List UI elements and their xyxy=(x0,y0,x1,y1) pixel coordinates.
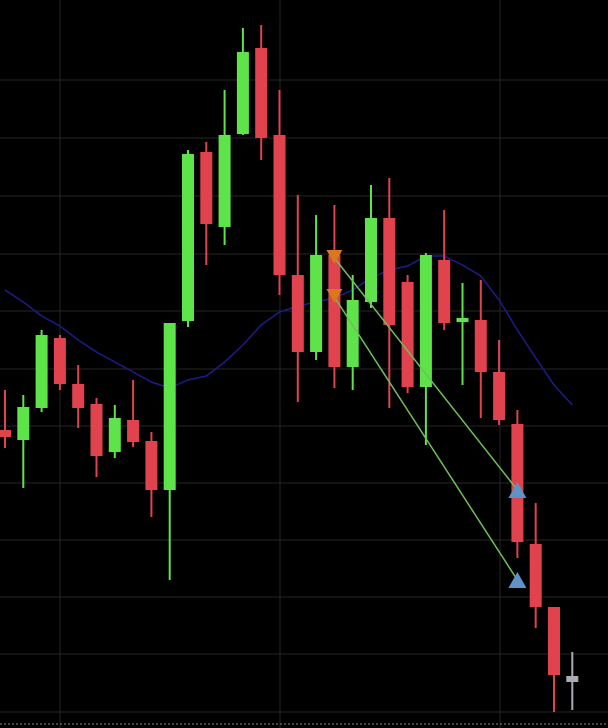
candle-body xyxy=(548,607,560,675)
candle-body xyxy=(493,372,506,420)
candle-body xyxy=(419,255,432,387)
candle-body xyxy=(200,152,213,224)
candle-body xyxy=(328,255,341,367)
candle-body xyxy=(438,260,451,323)
candle-body xyxy=(273,135,286,275)
candle-body xyxy=(145,441,158,490)
candle-body xyxy=(218,135,231,227)
candle-body xyxy=(310,255,323,352)
candle-body xyxy=(401,282,414,387)
candle-body xyxy=(236,52,249,134)
candle-body xyxy=(346,300,359,367)
candle-body xyxy=(17,407,30,440)
exit-marker xyxy=(508,482,527,498)
candle-body xyxy=(127,420,140,442)
entry-marker xyxy=(326,289,343,303)
moving-average xyxy=(4,255,573,406)
candle-body xyxy=(35,335,48,408)
exit-marker xyxy=(508,572,527,588)
candle-body xyxy=(474,320,487,372)
candle-body xyxy=(0,430,11,437)
candle-body xyxy=(182,154,194,321)
candle-body xyxy=(291,275,304,352)
candle-body xyxy=(90,404,103,456)
candle-body xyxy=(255,48,268,138)
candle-body xyxy=(529,544,542,607)
candle-body xyxy=(566,676,579,682)
candle-body xyxy=(163,323,176,490)
candle-body xyxy=(108,418,121,452)
entry-marker xyxy=(326,250,343,264)
candle-body xyxy=(53,338,66,384)
trade-line xyxy=(333,296,519,581)
trade-line xyxy=(333,257,518,491)
candle-body xyxy=(456,318,469,322)
candle-body xyxy=(365,218,377,302)
candle-body xyxy=(383,218,396,325)
candle-body xyxy=(72,384,85,408)
